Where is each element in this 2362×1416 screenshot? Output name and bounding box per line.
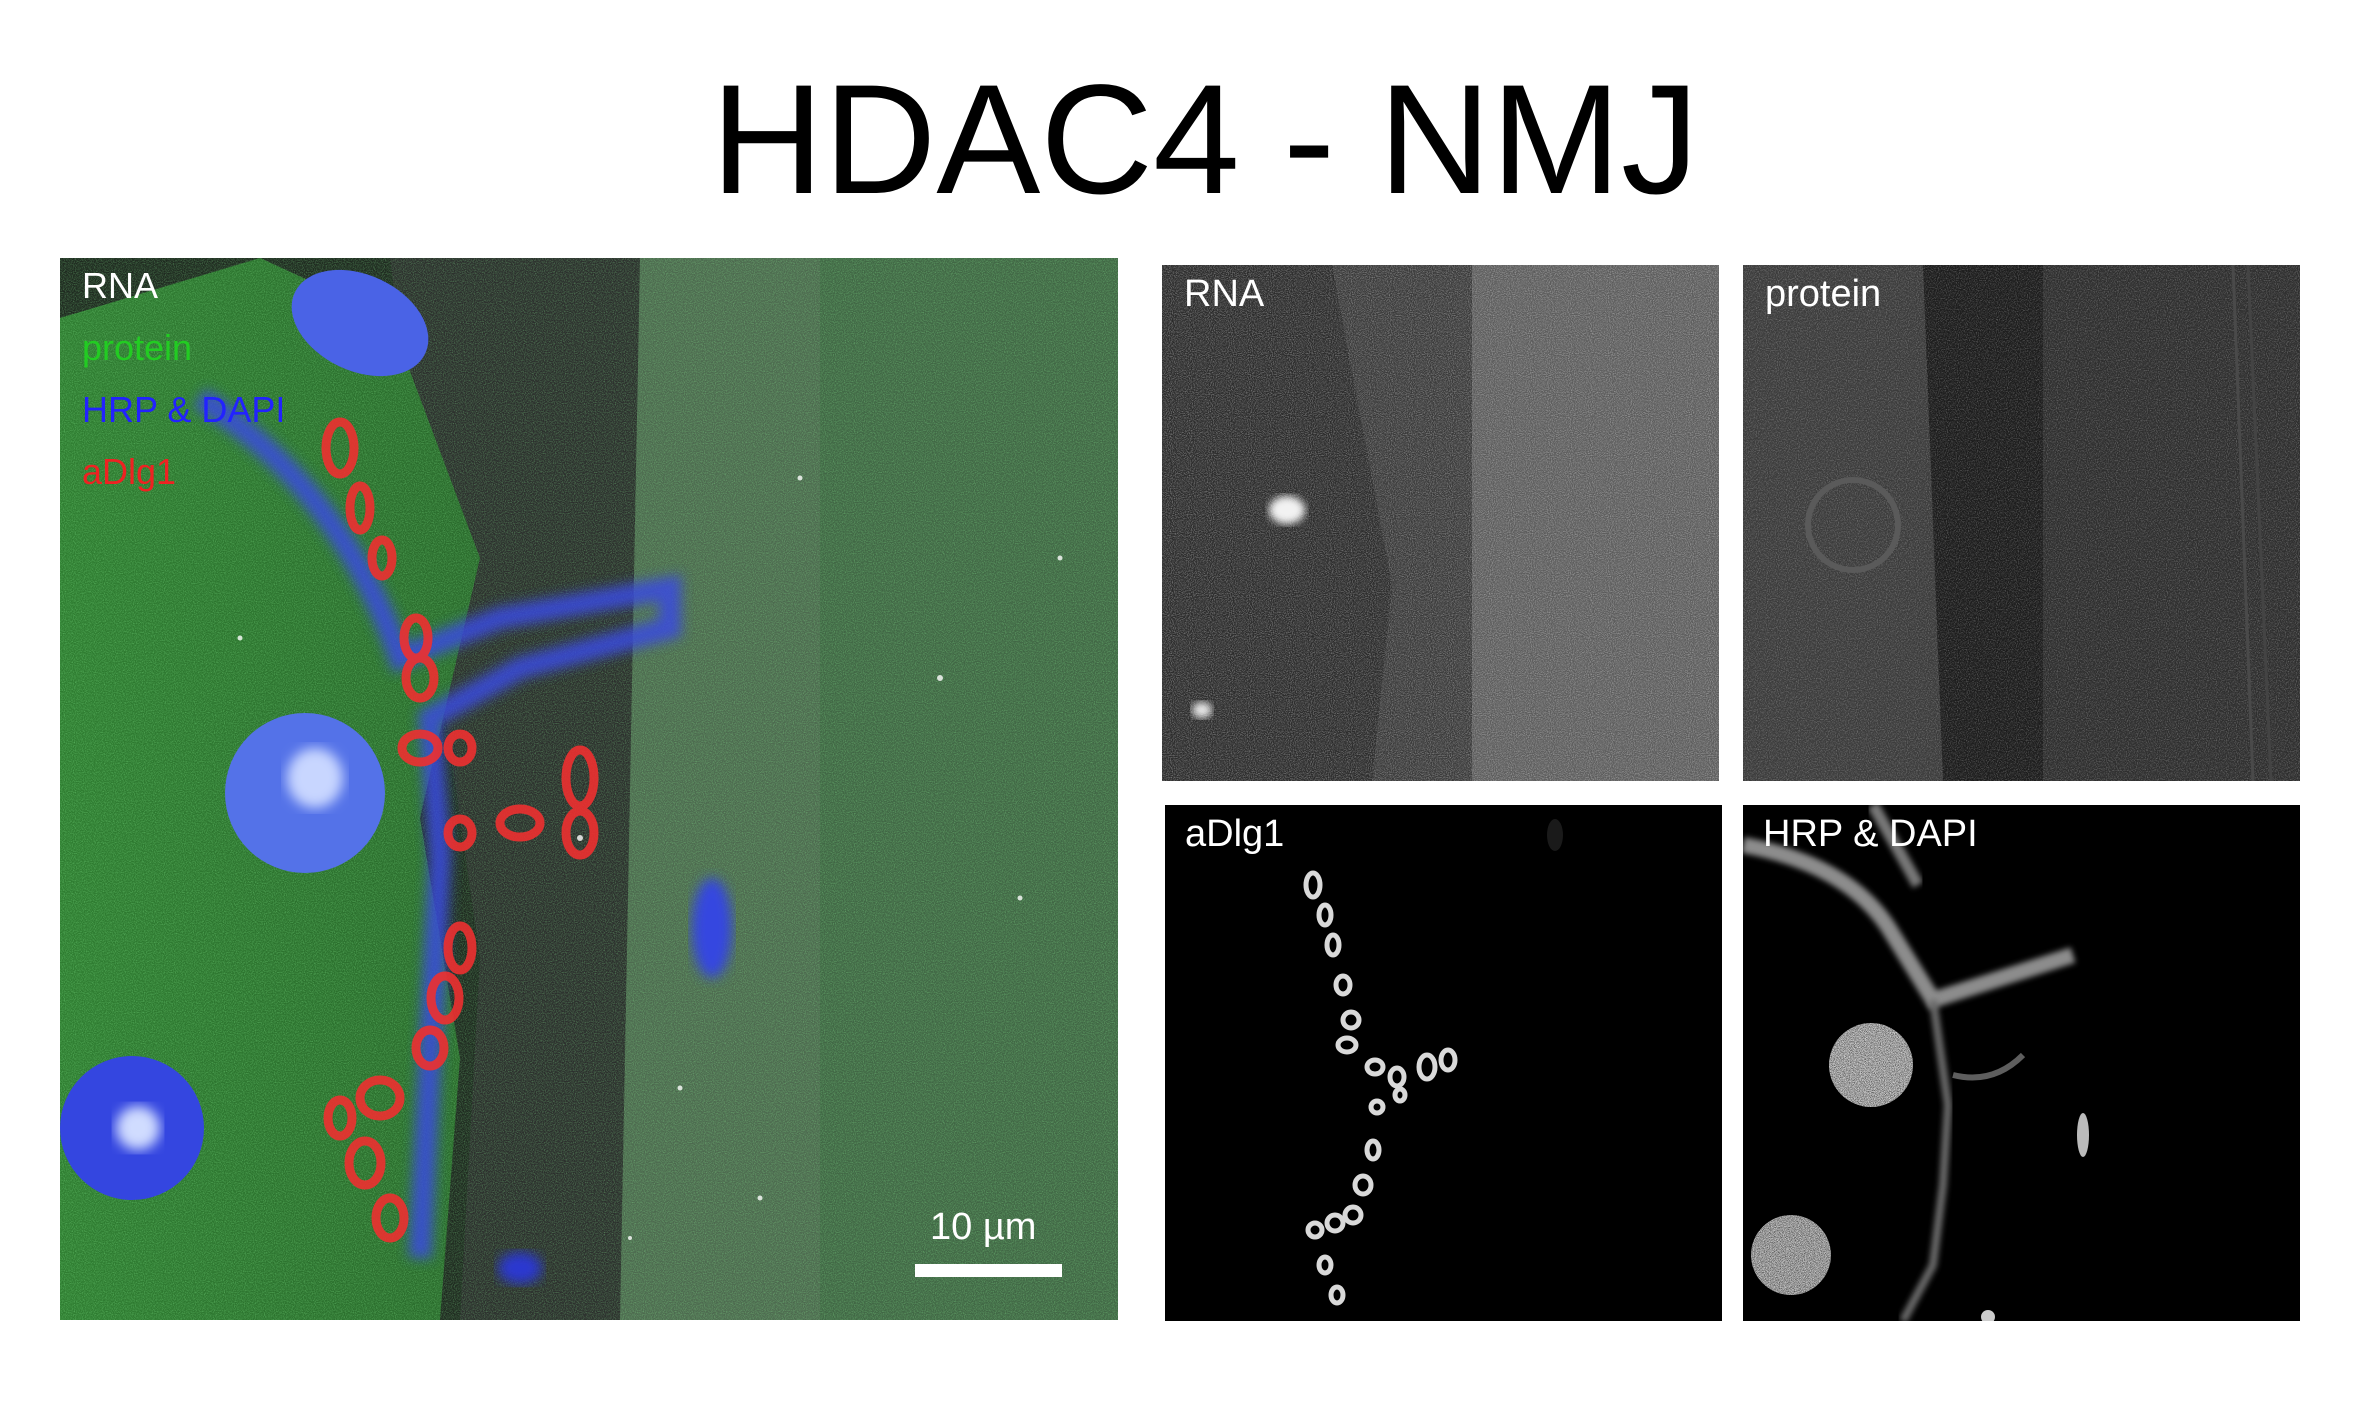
legend-protein: protein bbox=[82, 327, 193, 368]
channel-label-hrp-dapi: HRP & DAPI bbox=[1763, 813, 1978, 855]
legend-rna: RNA bbox=[82, 265, 159, 306]
scale-bar-label: 10 µm bbox=[930, 1206, 1037, 1248]
channel-label-rna: RNA bbox=[1184, 273, 1265, 315]
channel-label-protein: protein bbox=[1765, 273, 1882, 315]
figure-title: HDAC4 - NMJ bbox=[710, 53, 1700, 227]
hrp-dapi-micrograph bbox=[1743, 805, 2089, 1321]
channel-panel-adlg1: aDlg1 bbox=[1165, 805, 1722, 1321]
scale-bar bbox=[915, 1264, 1062, 1277]
protein-micrograph bbox=[1743, 265, 2300, 781]
channel-panel-rna: RNA bbox=[1162, 265, 1719, 781]
merged-micrograph bbox=[60, 258, 1118, 1320]
channel-panel-protein: protein bbox=[1743, 265, 2300, 781]
merged-image-panel: RNA protein HRP & DAPI aDlg1 bbox=[60, 258, 1118, 1320]
adlg1-micrograph bbox=[1303, 819, 1563, 1306]
legend-hrp-dapi: HRP & DAPI bbox=[82, 389, 286, 430]
channel-panel-hrp-dapi: HRP & DAPI bbox=[1743, 805, 2300, 1321]
legend-adlg1: aDlg1 bbox=[82, 451, 177, 492]
rna-micrograph bbox=[1162, 265, 1719, 781]
channel-label-adlg1: aDlg1 bbox=[1185, 813, 1285, 855]
